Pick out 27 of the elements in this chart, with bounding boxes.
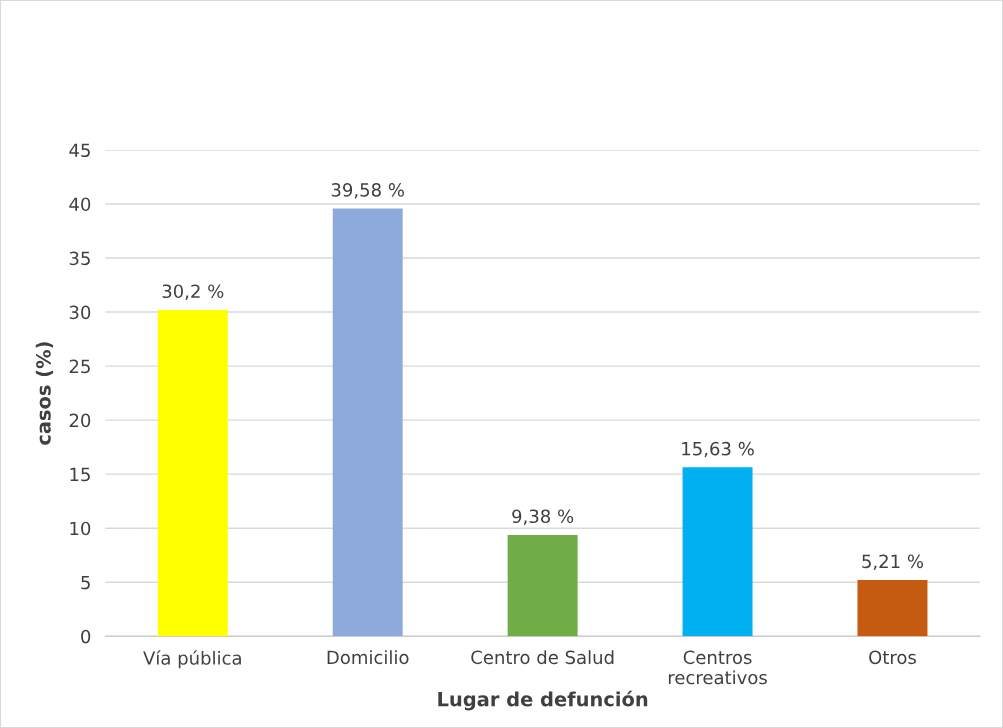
y-tick-label: 10 [70,521,91,536]
y-tick-label: 5 [81,575,90,590]
bar [332,208,403,637]
y-tick-label: 25 [69,359,90,374]
y-tick-label: 45 [69,143,90,158]
data-label: 30,2 % [162,284,224,300]
bar [157,309,228,637]
y-axis-title: casos (%) [35,342,54,445]
bar [682,467,753,637]
x-tick-label: Centros recreativos [668,650,767,685]
bar [857,579,928,637]
bar [507,534,578,637]
data-label: 15,63 % [682,441,754,458]
y-tick-label: 35 [69,251,90,266]
x-tick-label: Domicilio [327,650,409,665]
x-tick-label: Centro de Salud [471,650,614,665]
y-tick-label: 20 [69,413,91,428]
y-tick-label: 40 [69,197,91,212]
y-tick-label: 0 [81,629,91,644]
x-tick-label: Vía pública [143,650,241,669]
y-tick-label: 30 [69,305,91,320]
y-tick-label: 15 [70,467,90,482]
x-axis-title: Lugar de defunción [438,690,648,711]
data-label: 39,58 % [331,183,404,199]
data-label: 9,38 % [512,509,574,525]
data-label: 5,21 % [862,554,924,570]
x-tick-label: Otros [869,650,916,665]
